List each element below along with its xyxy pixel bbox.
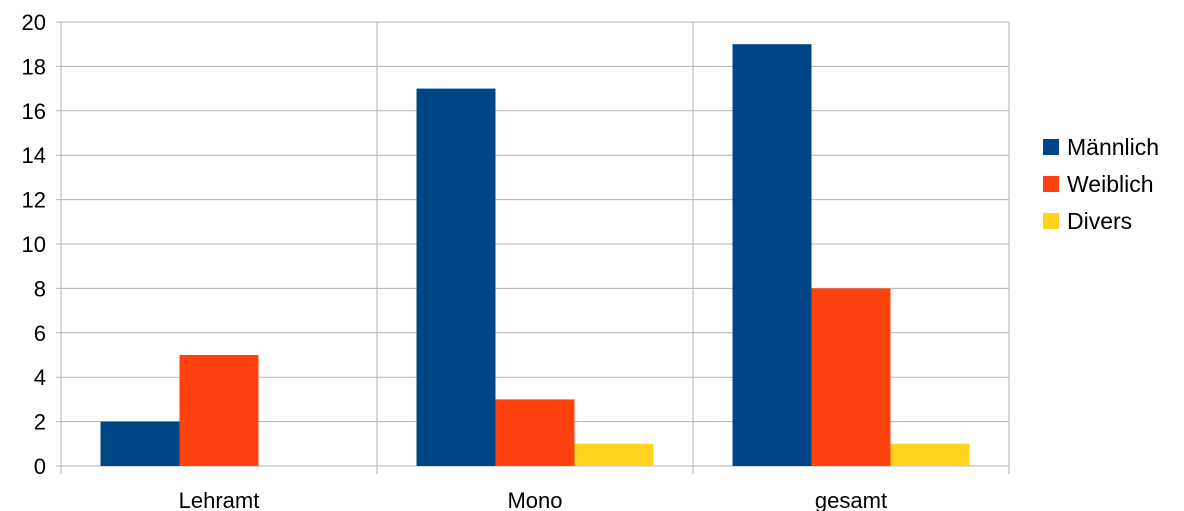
y-tick-label: 16 bbox=[22, 99, 46, 124]
bar-weiblich-gesamt bbox=[811, 288, 891, 466]
y-tick-label: 0 bbox=[34, 454, 46, 479]
bar-männlich-mono bbox=[416, 88, 496, 466]
y-tick-label: 10 bbox=[22, 232, 46, 257]
bar-männlich-gesamt bbox=[732, 44, 812, 466]
x-tick-label: Mono bbox=[507, 488, 562, 511]
y-tick-labels: 0 2 4 6 8 10 12 14 16 18 20 bbox=[22, 10, 46, 479]
y-tick-label: 8 bbox=[34, 276, 46, 301]
x-tick-label: Lehramt bbox=[179, 488, 260, 511]
y-tick-label: 6 bbox=[34, 321, 46, 346]
legend-label: Divers bbox=[1067, 208, 1132, 234]
legend-label: Weiblich bbox=[1067, 171, 1154, 197]
y-tick-label: 12 bbox=[22, 188, 46, 213]
x-tick-label: gesamt bbox=[815, 488, 887, 511]
bar-group bbox=[100, 44, 970, 466]
legend-swatch-männlich bbox=[1043, 139, 1059, 155]
legend-label: Männlich bbox=[1067, 134, 1159, 160]
legend-swatch-weiblich bbox=[1043, 176, 1059, 192]
x-tick-labels: Lehramt Mono gesamt bbox=[179, 488, 887, 511]
axes bbox=[60, 22, 1010, 474]
y-tick-label: 4 bbox=[34, 365, 46, 390]
legend-swatch-divers bbox=[1043, 213, 1059, 229]
y-tick-label: 20 bbox=[22, 10, 46, 35]
bar-divers-gesamt bbox=[890, 443, 970, 466]
bar-weiblich-lehramt bbox=[179, 355, 259, 466]
y-tick-label: 2 bbox=[34, 410, 46, 435]
legend: Männlich Weiblich Divers bbox=[1043, 134, 1159, 234]
bar-divers-mono bbox=[574, 443, 654, 466]
y-tick-label: 14 bbox=[22, 143, 46, 168]
bar-männlich-lehramt bbox=[100, 421, 180, 466]
bar-weiblich-mono bbox=[495, 399, 575, 466]
y-tick-label: 18 bbox=[22, 54, 46, 79]
